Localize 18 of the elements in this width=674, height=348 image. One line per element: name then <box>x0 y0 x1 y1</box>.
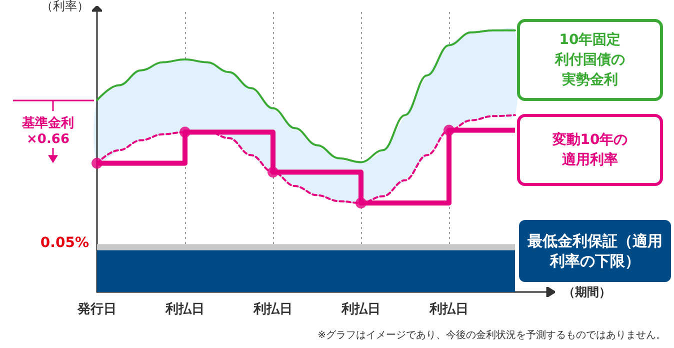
x-tick-label: 利払日 <box>340 301 380 316</box>
point <box>92 158 102 169</box>
band-label: 最低金利保証（適用利率の下限） <box>519 220 671 282</box>
text: ※グラフはイメージであり、今後の金利状況を予測するものではありません。 <box>318 328 666 342</box>
annotation: 基準金利×0.66 <box>10 116 86 148</box>
text: 0.05% <box>40 235 89 252</box>
x-tick-label: 利払日 <box>164 301 204 316</box>
x-tick-label: 利払日 <box>252 301 292 316</box>
point <box>180 126 190 138</box>
x-axis-title: （期間） <box>563 285 611 299</box>
point <box>444 124 454 136</box>
point <box>268 166 278 178</box>
text: 変動10年の適用利率 <box>517 114 663 186</box>
x-tick-label: 発行日 <box>76 301 116 316</box>
point <box>356 198 366 209</box>
y-axis-title: （利率） <box>41 0 89 13</box>
text: 10年固定利付国債の実勢金利 <box>517 19 663 102</box>
x-tick-label: 利払日 <box>428 301 468 316</box>
